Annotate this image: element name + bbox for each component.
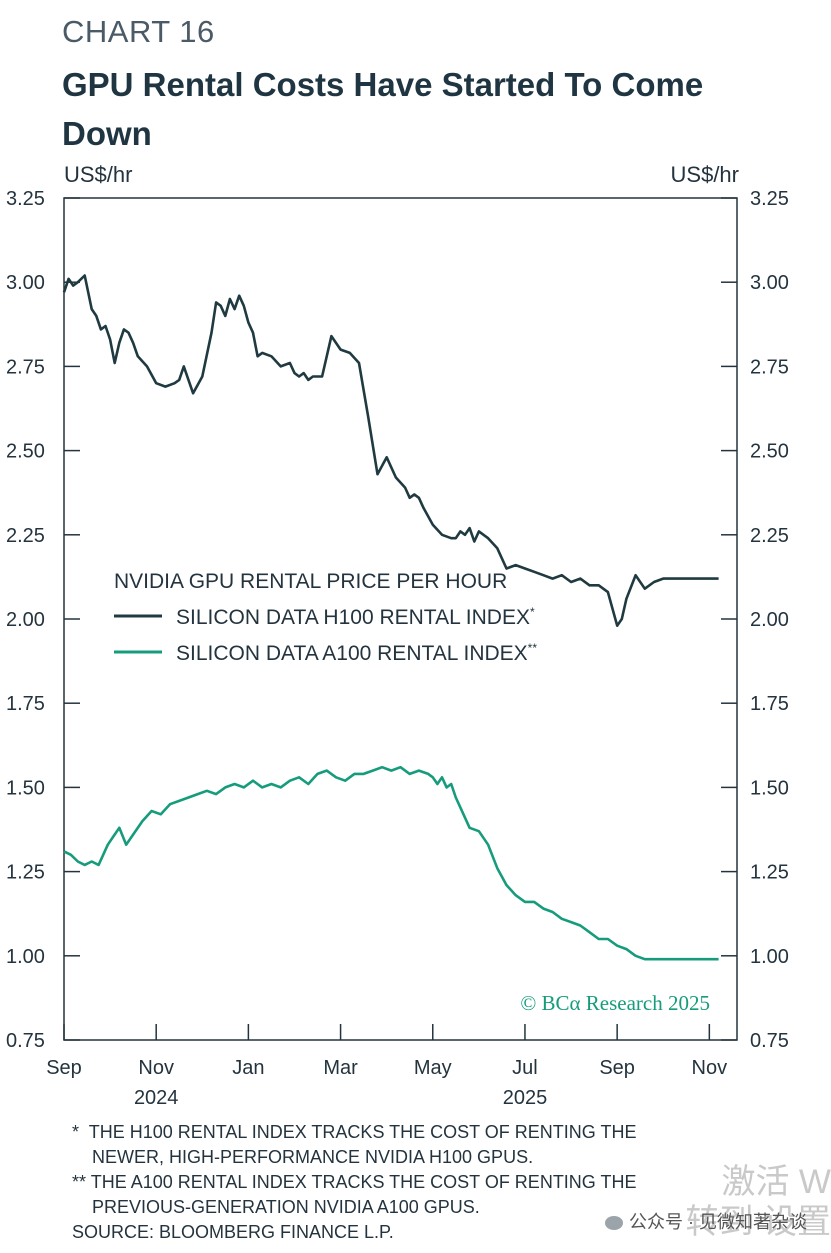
y-tick-label-left: 3.25: [6, 188, 45, 210]
x-tick-label: Sep: [46, 1057, 82, 1079]
y-tick-label-left: 3.00: [6, 272, 45, 294]
y-tick-label-left: 2.75: [6, 356, 45, 378]
y-tick-label-right: 2.25: [750, 525, 789, 547]
y-tick-label-left: 1.00: [6, 946, 45, 968]
y-tick-label-left: 2.00: [6, 609, 45, 631]
wechat-watermark: 公众号 · 见微知著杂谈: [605, 1208, 807, 1234]
legend: NVIDIA GPU RENTAL PRICE PER HOUR SILICON…: [114, 570, 537, 665]
x-tick-label: Nov: [138, 1057, 174, 1079]
a100-series-line: [63, 765, 719, 961]
right-y-axis: 0.75 1.00 1.25 1.50 1.75 2.00 2.25 2.50 2.75 3.00…: [721, 188, 789, 1052]
x-tick-label: Jan: [232, 1057, 264, 1079]
activate-windows-overlay: 激活 W 转到 设置: [686, 1162, 831, 1242]
activate-line-2: 转到 设置: [685, 1203, 831, 1241]
activate-line-1: 激活 W: [721, 1163, 831, 1201]
x-tick-label: Sep: [599, 1057, 635, 1079]
left-axis-unit: US$/hr: [64, 162, 133, 187]
x-tick-label: May: [414, 1057, 452, 1079]
copyright-credit: © BCα Research 2025: [520, 991, 710, 1015]
chart-title: GPU Rental Costs Have Started To Come Do…: [62, 66, 704, 152]
x-tick-label: Jul: [512, 1057, 538, 1079]
footnote-2-line-1: ** THE A100 RENTAL INDEX TRACKS THE COST…: [72, 1172, 637, 1192]
legend-title: NVIDIA GPU RENTAL PRICE PER HOUR: [114, 570, 507, 593]
left-y-axis: 0.75 1.00 1.25 1.50 1.75 2.00 2.25 2.50 2.75 3.00…: [6, 188, 80, 1052]
h100-series-line: [62, 274, 719, 627]
x-tick-label: Nov: [692, 1057, 728, 1079]
footnote-2-line-2: PREVIOUS-GENERATION NVIDIA A100 GPUS.: [92, 1197, 480, 1217]
x-year-label: 2025: [503, 1087, 548, 1109]
y-tick-label-right: 3.00: [750, 272, 789, 294]
legend-label-a100: SILICON DATA A100 RENTAL INDEX**: [176, 641, 537, 665]
y-tick-label-right: 2.00: [750, 609, 789, 631]
y-tick-label-left: 1.75: [6, 693, 45, 715]
y-tick-label-right: 3.25: [750, 188, 789, 210]
y-tick-label-right: 0.75: [750, 1030, 789, 1052]
wechat-logo-icon: [605, 1216, 623, 1231]
right-axis-unit: US$/hr: [670, 162, 739, 187]
y-tick-label-left: 2.25: [6, 525, 45, 547]
y-tick-label-right: 1.75: [750, 693, 789, 715]
source-note: SOURCE: BLOOMBERG FINANCE L.P.: [72, 1222, 394, 1242]
y-tick-label-left: 1.50: [6, 777, 45, 799]
y-tick-label-right: 2.50: [750, 441, 789, 463]
y-tick-label-right: 1.25: [750, 862, 789, 884]
x-axis: Sep Nov Jan Mar May Jul Sep Nov 2024 2025: [46, 1024, 727, 1109]
y-tick-label-left: 1.25: [6, 862, 45, 884]
y-tick-label-right: 1.00: [750, 946, 789, 968]
y-tick-label-right: 1.50: [750, 777, 789, 799]
x-tick-label: Mar: [323, 1057, 358, 1079]
y-tick-label-left: 2.50: [6, 441, 45, 463]
y-tick-label-left: 0.75: [6, 1030, 45, 1052]
legend-label-h100: SILICON DATA H100 RENTAL INDEX*: [176, 605, 535, 629]
footnote-1-line-1: * THE H100 RENTAL INDEX TRACKS THE COST …: [72, 1122, 637, 1142]
chart-number-label: CHART 16: [62, 14, 215, 49]
footnotes: * THE H100 RENTAL INDEX TRACKS THE COST …: [72, 1120, 637, 1245]
x-year-label: 2024: [134, 1087, 179, 1109]
y-tick-label-right: 2.75: [750, 356, 789, 378]
footnote-1-line-2: NEWER, HIGH-PERFORMANCE NVIDIA H100 GPUS…: [92, 1147, 534, 1167]
